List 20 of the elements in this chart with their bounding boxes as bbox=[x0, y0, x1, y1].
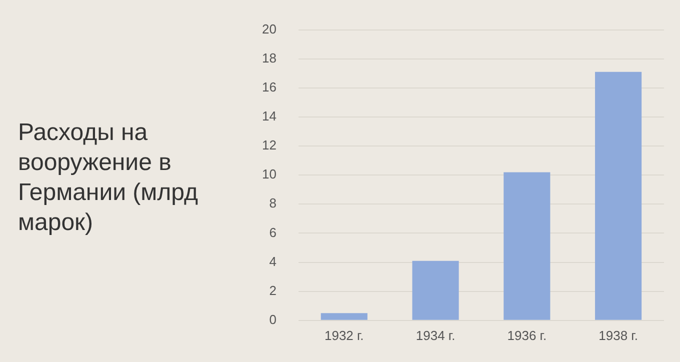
y-tick-label: 0 bbox=[269, 312, 276, 327]
y-tick-label: 12 bbox=[262, 138, 276, 153]
bar bbox=[412, 260, 459, 320]
y-tick-label: 14 bbox=[262, 108, 276, 124]
y-tick-label: 18 bbox=[262, 50, 276, 66]
x-tick-label: 1932 г. bbox=[324, 328, 364, 343]
y-tick-label: 16 bbox=[262, 80, 276, 94]
y-tick-label: 20 bbox=[262, 21, 276, 36]
y-tick-label: 10 bbox=[262, 166, 276, 182]
x-tick-label: 1936 г. bbox=[507, 328, 547, 343]
x-tick-label: 1938 г. bbox=[598, 328, 638, 343]
y-tick-label: 6 bbox=[269, 224, 276, 240]
y-tick-label: 4 bbox=[269, 254, 276, 269]
y-tick-label: 2 bbox=[269, 282, 276, 298]
text: Расходы на вооружение в Германии (млрд марок) bbox=[18, 118, 199, 238]
bar bbox=[320, 313, 368, 320]
x-tick-label: 1934 г. bbox=[416, 328, 456, 343]
bar bbox=[504, 172, 550, 320]
y-tick-label: 8 bbox=[269, 196, 276, 211]
bar bbox=[595, 72, 642, 320]
